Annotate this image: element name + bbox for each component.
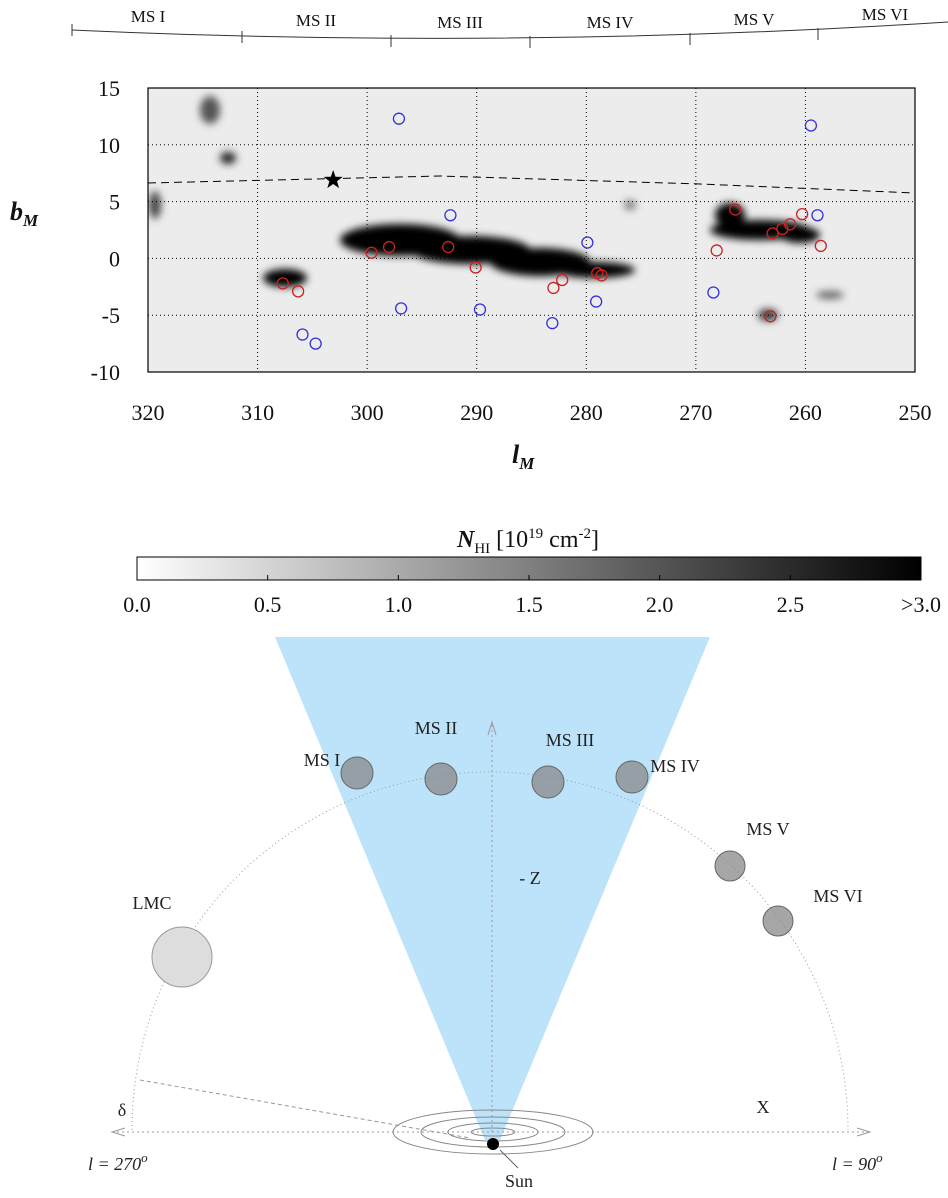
cloud-marker <box>276 277 289 290</box>
segment-label: MS I <box>131 7 166 26</box>
stream-node <box>615 760 649 794</box>
cloud-marker <box>795 207 809 221</box>
diagram <box>110 637 872 1169</box>
cloud-marker <box>595 269 608 282</box>
cloud-marker <box>581 236 594 249</box>
delta-line <box>139 1079 471 1139</box>
cloud-marker <box>473 303 487 316</box>
cloud-marker <box>394 302 408 315</box>
sun-label: Sun <box>505 1171 533 1191</box>
lmc-node <box>151 926 213 988</box>
colorbar-tick-label: 0.0 <box>123 592 151 617</box>
segment-label: MS IV <box>587 13 634 32</box>
y-axis-label: bM <box>10 197 39 230</box>
arrow <box>487 720 497 736</box>
x-axis-label: lM <box>512 440 535 473</box>
segment-label: MS II <box>296 11 336 30</box>
colorbar-label: NHI [1019 cm-2] <box>456 526 599 557</box>
cloud-marker <box>783 218 797 231</box>
cloud-marker <box>442 240 455 254</box>
colorbar-tick-label: 1.0 <box>385 592 413 617</box>
cloud-marker <box>546 317 559 330</box>
segment-bar <box>71 21 948 48</box>
cloud-marker <box>547 281 560 295</box>
longitude-label: l = 90o <box>832 1150 883 1174</box>
segment-label: MS VI <box>862 5 909 24</box>
x-tick-label: 320 <box>132 400 165 425</box>
cloud-marker <box>764 310 777 323</box>
segment-line <box>71 21 948 39</box>
cloud-marker <box>814 239 827 253</box>
stream-node <box>762 905 794 937</box>
node-label: LMC <box>132 893 171 913</box>
map-layer: 320 310 300 290 280 270 260 250 -10 -5 0 5 10 15 <box>91 76 932 425</box>
cloud-marker <box>469 261 482 274</box>
axis-label: X <box>757 1097 770 1117</box>
cloud-marker <box>392 112 406 125</box>
colorbar-tick-label: 2.5 <box>777 592 805 617</box>
x-tick-label: 260 <box>789 400 822 425</box>
colorbar-tick-label: 2.0 <box>646 592 674 617</box>
x-tick-label: 270 <box>679 400 712 425</box>
stream-node <box>340 756 374 790</box>
cloud-marker <box>309 337 322 350</box>
cloud-marker <box>589 295 603 308</box>
sun-pointer <box>499 1149 519 1169</box>
star-marker <box>323 170 343 189</box>
node-label: MS VI <box>813 886 862 906</box>
sun <box>487 1138 499 1150</box>
map-frame <box>147 87 916 373</box>
y-tick-label: 5 <box>109 190 120 215</box>
y-tick-label: 0 <box>109 246 120 271</box>
x-tick-label: 280 <box>570 400 603 425</box>
y-tick-label: -10 <box>91 360 120 385</box>
cloud-marker <box>291 285 305 298</box>
node-label: MS V <box>746 819 789 839</box>
cloud-marker <box>556 273 569 287</box>
y-tick-label: 10 <box>98 133 120 158</box>
orbit-line <box>147 175 916 194</box>
x-tick-label: 290 <box>460 400 493 425</box>
cloud-marker <box>382 240 396 254</box>
cloud-marker <box>710 244 723 257</box>
cloud-marker <box>811 209 824 222</box>
x-tick-label: 300 <box>351 400 384 425</box>
stream-node <box>714 850 746 882</box>
y-tick-label: 15 <box>98 76 120 101</box>
delta-label: δ <box>118 1100 126 1120</box>
cloud-marker <box>707 286 720 299</box>
colorbar-tick-label: 1.5 <box>515 592 543 617</box>
view-cone <box>275 637 710 1140</box>
cloud-marker <box>444 209 457 222</box>
cloud-marker <box>804 119 818 132</box>
cloud-marker <box>296 328 309 341</box>
node-label: MS II <box>415 718 458 738</box>
cloud-marker <box>365 246 378 259</box>
axis-label: - Z <box>519 868 541 888</box>
cloud-marker <box>766 227 779 240</box>
node-label: MS IV <box>650 756 700 776</box>
stream-node <box>531 765 565 799</box>
hi-map <box>148 88 915 372</box>
colorbar-tick-label: >3.0 <box>901 592 941 617</box>
node-label: MS III <box>546 730 595 750</box>
colorbar-tick-label: 0.5 <box>254 592 282 617</box>
colorbar-ticks: 0.0 0.5 1.0 1.5 2.0 2.5 >3.0 <box>123 575 941 617</box>
arrow <box>110 1127 872 1137</box>
x-tick-label: 310 <box>241 400 274 425</box>
stream-node <box>424 762 458 796</box>
node-label: MS I <box>304 750 341 770</box>
segment-label: MS III <box>437 13 483 32</box>
cloud-marker <box>729 203 742 216</box>
segment-label: MS V <box>734 10 776 29</box>
x-tick-label: 250 <box>899 400 932 425</box>
y-tick-label: -5 <box>102 303 120 328</box>
longitude-label: l = 270o <box>88 1150 148 1174</box>
